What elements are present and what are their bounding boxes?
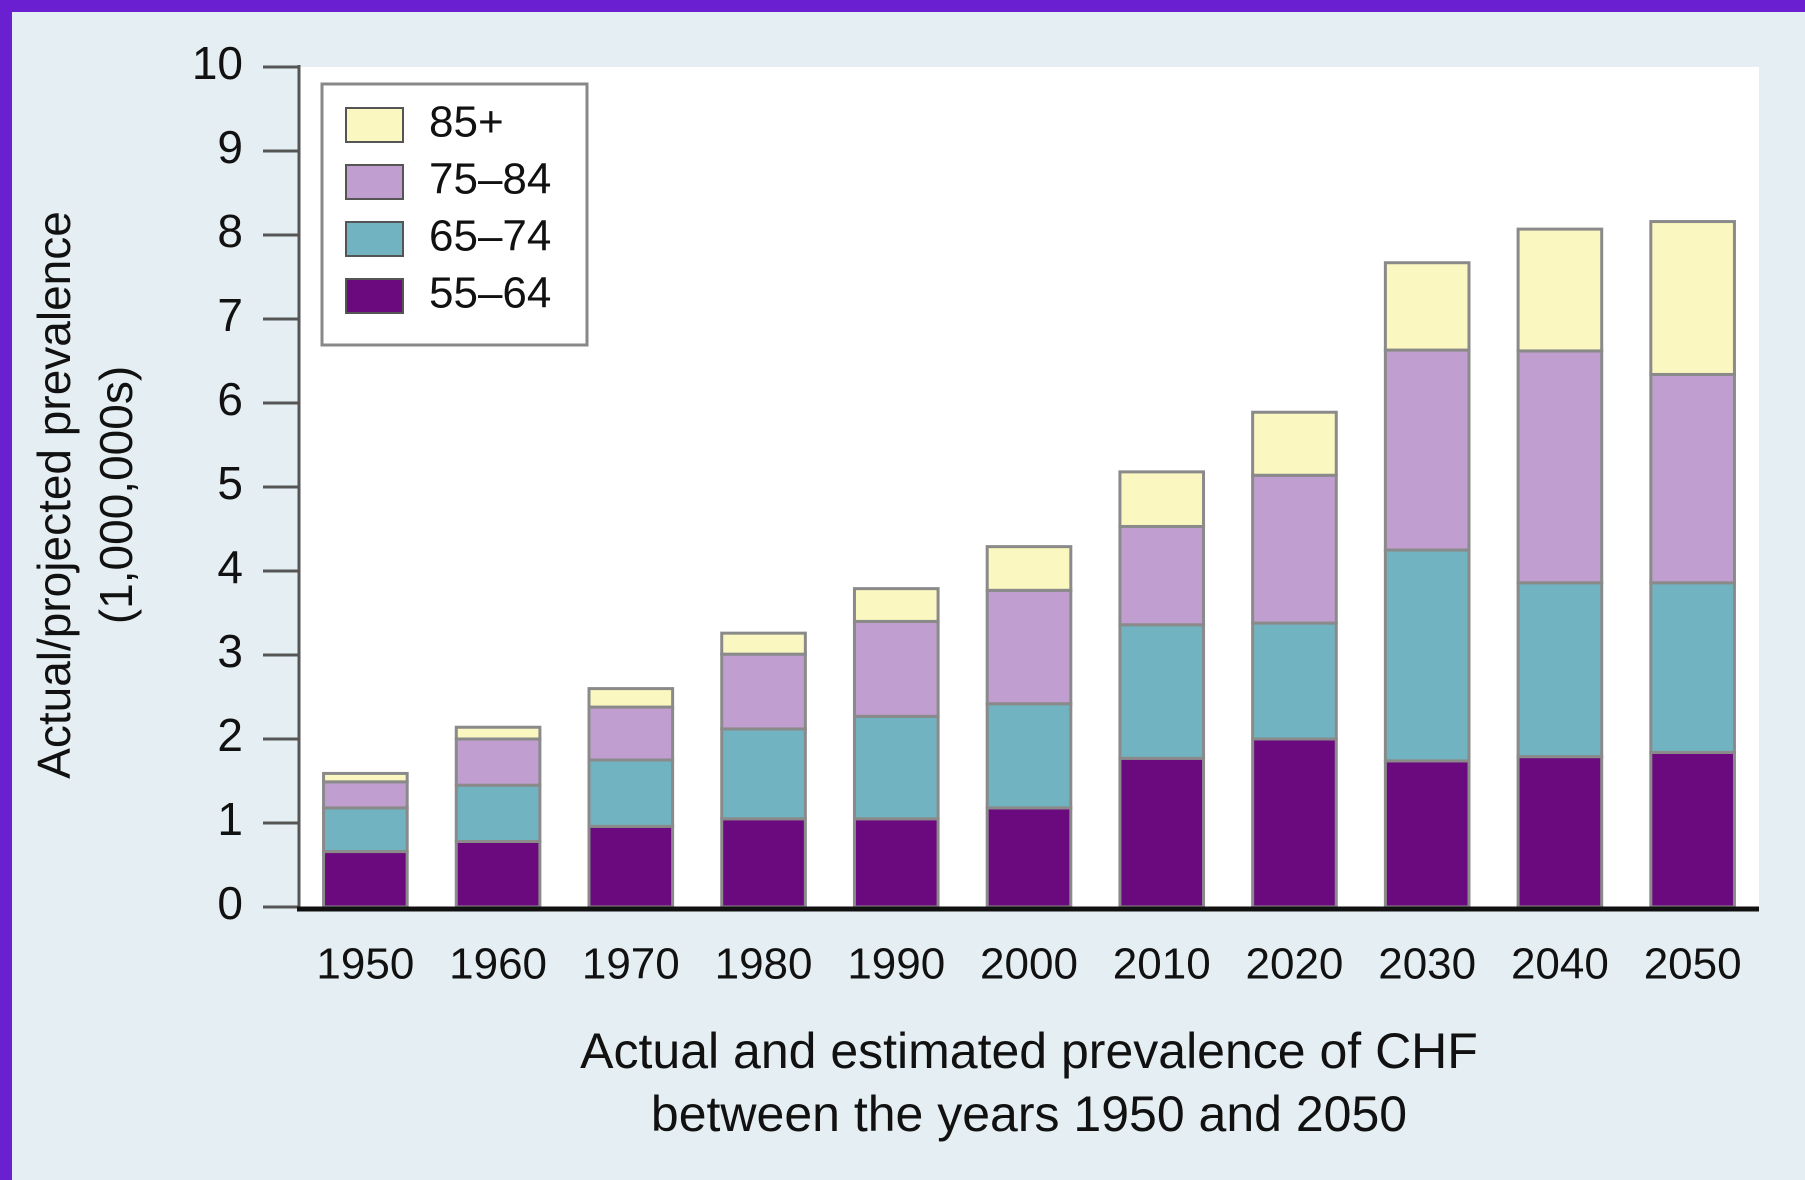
- y-tick-label: 1: [217, 793, 243, 845]
- bar-segment: [720, 727, 807, 821]
- bar-segment: [852, 619, 940, 718]
- y-axis-label-line: Actual/projected prevalence: [28, 211, 80, 779]
- y-axis-label-line: (1,000,000s): [90, 366, 142, 624]
- y-tick-label: 4: [217, 541, 243, 593]
- bar-segment: [1516, 227, 1604, 353]
- bar-segment: [1649, 581, 1736, 754]
- bar-segment: [1649, 372, 1736, 585]
- bar-segment: [1383, 759, 1471, 909]
- bar-segment: [454, 839, 542, 909]
- bar-segment: [1383, 548, 1471, 763]
- legend-label: 75–84: [429, 155, 551, 204]
- bar-segment: [1649, 220, 1736, 376]
- bar-segment: [1251, 473, 1338, 625]
- y-axis-label: Actual/projected prevalence (1,000,000s): [28, 211, 142, 779]
- bar-segment: [1118, 623, 1206, 760]
- bar-segment: [985, 588, 1073, 706]
- bar-segment: [322, 850, 409, 909]
- bar-segment: [322, 771, 409, 784]
- bar-segment: [985, 545, 1073, 592]
- bar-segment: [985, 806, 1073, 909]
- legend-label: 55–64: [429, 269, 551, 318]
- legend-swatch: [345, 278, 404, 314]
- x-tick-label: 2010: [1113, 940, 1211, 989]
- x-tick-label: 2050: [1644, 940, 1742, 989]
- x-tick-label: 1980: [715, 940, 813, 989]
- bar-segment: [1251, 737, 1338, 909]
- bar-segment: [852, 817, 940, 909]
- bar-segment: [1251, 621, 1338, 741]
- bar-segment: [1516, 349, 1604, 585]
- bar-segment: [1516, 581, 1604, 759]
- y-tick-label: 7: [217, 289, 243, 341]
- x-tick-label: 1960: [449, 940, 547, 989]
- bar-segment: [985, 702, 1073, 810]
- x-axis-label-line: Actual and estimated prevalence of CHF: [580, 1023, 1478, 1079]
- bar-segment: [454, 725, 542, 741]
- y-tick-label: 10: [192, 37, 243, 89]
- legend-label: 65–74: [429, 212, 551, 261]
- bar-segment: [1383, 348, 1471, 552]
- bar-segment: [587, 705, 675, 762]
- bar-segment: [852, 587, 940, 623]
- bar-segment: [587, 758, 675, 828]
- bar-segment: [852, 714, 940, 821]
- bar-segment: [587, 824, 675, 909]
- y-tick-label: 3: [217, 625, 243, 677]
- legend-label: 85+: [429, 98, 504, 147]
- bar-segment: [587, 687, 675, 709]
- bar-segment: [322, 806, 409, 854]
- x-tick-label: 1970: [582, 940, 680, 989]
- bar-segment: [1118, 470, 1206, 528]
- bar-segment: [720, 652, 807, 731]
- bar-segment: [1516, 755, 1604, 909]
- legend-swatch: [345, 107, 404, 143]
- bar-segment: [322, 780, 409, 810]
- x-tick-label: 2030: [1378, 940, 1476, 989]
- bar-segment: [454, 737, 542, 787]
- x-tick-label: 2020: [1246, 940, 1344, 989]
- x-tick-label: 1950: [316, 940, 414, 989]
- x-tick-label: 1990: [847, 940, 945, 989]
- legend-swatch: [345, 164, 404, 200]
- y-tick-label: 8: [217, 205, 243, 257]
- bar-segment: [454, 783, 542, 843]
- y-tick-label: 0: [217, 877, 243, 929]
- bar-segment: [1383, 261, 1471, 352]
- bar-segment: [720, 631, 807, 656]
- legend-swatch: [345, 221, 404, 257]
- x-tick-label: 2000: [980, 940, 1078, 989]
- y-tick-label: 2: [217, 709, 243, 761]
- bar-segment: [1118, 524, 1206, 627]
- bar-segment: [720, 817, 807, 909]
- bar-segment: [1649, 750, 1736, 909]
- y-tick-label: 6: [217, 373, 243, 425]
- y-tick-label: 9: [217, 121, 243, 173]
- x-tick-label: 2040: [1511, 940, 1609, 989]
- bar-segment: [1251, 410, 1338, 477]
- y-tick-label: 5: [217, 457, 243, 509]
- bar-segment: [1118, 756, 1206, 909]
- x-axis-label-line: between the years 1950 and 2050: [651, 1086, 1407, 1142]
